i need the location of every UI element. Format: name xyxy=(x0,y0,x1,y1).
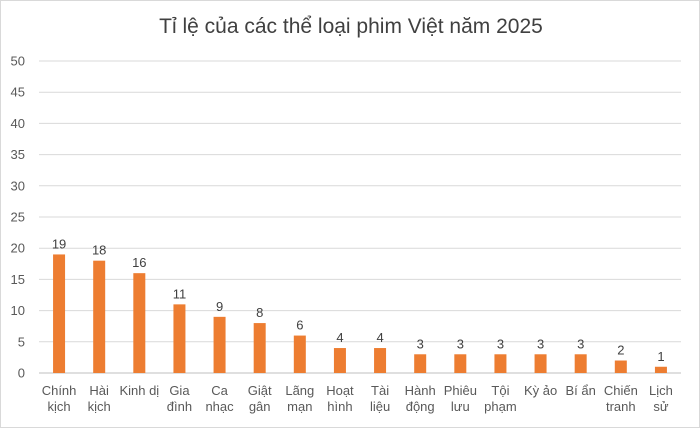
bar xyxy=(374,348,387,373)
x-tick-label: Bí ẩn xyxy=(566,383,596,398)
x-tick-label-line: kịch xyxy=(48,399,71,414)
x-tick-label-line: Tài xyxy=(371,383,389,398)
x-tick-label-line: Chiến xyxy=(604,383,638,398)
data-label: 11 xyxy=(173,286,187,301)
y-tick-label: 30 xyxy=(11,178,25,193)
x-tick-label-line: Lịch xyxy=(649,383,673,398)
data-label: 4 xyxy=(376,330,383,345)
gridlines xyxy=(39,60,681,374)
x-tick-label-line: Giật xyxy=(248,383,272,398)
y-tick-label: 5 xyxy=(18,334,25,349)
y-tick-label: 45 xyxy=(11,85,25,100)
x-tick-label-line: Chính xyxy=(42,383,77,398)
x-tick-label-line: liệu xyxy=(370,399,390,414)
x-tick-label-line: kịch xyxy=(88,399,111,414)
x-tick-label-line: sử xyxy=(653,399,669,414)
chart-title: Tỉ lệ của các thể loại phim Việt năm 202… xyxy=(159,15,543,38)
x-tick-label-line: Hài xyxy=(89,383,109,398)
data-label: 6 xyxy=(296,318,303,333)
data-label: 2 xyxy=(617,343,624,358)
data-labels: 19 18 16 11 9 8 6 4 4 3 3 3 3 3 2 1 xyxy=(52,236,665,363)
x-tick-label-line: tranh xyxy=(606,399,636,414)
x-tick-label-line: Ca xyxy=(211,383,228,398)
bar xyxy=(654,366,667,373)
data-label: 18 xyxy=(92,243,106,258)
x-tick-label-line: Gia xyxy=(169,383,190,398)
data-label: 16 xyxy=(132,255,146,270)
y-axis: 0 5 10 15 20 25 30 35 40 45 50 xyxy=(11,54,25,381)
y-tick-label: 15 xyxy=(11,272,25,287)
y-tick-label: 35 xyxy=(11,147,25,162)
x-tick-label-line: Kinh dị xyxy=(119,383,159,398)
data-label: 9 xyxy=(216,299,223,314)
data-label: 3 xyxy=(577,336,584,351)
data-label: 1 xyxy=(657,349,664,364)
data-label: 19 xyxy=(52,236,66,251)
x-tick-label-line: lưu xyxy=(451,399,470,414)
y-tick-label: 10 xyxy=(11,303,25,318)
data-label: 3 xyxy=(457,336,464,351)
x-tick-label-line: mạn xyxy=(287,399,312,414)
data-label: 3 xyxy=(497,336,504,351)
bar xyxy=(213,316,226,373)
x-tick-label-line: Tội xyxy=(491,383,509,398)
data-label: 3 xyxy=(537,336,544,351)
data-label: 4 xyxy=(336,330,343,345)
bar xyxy=(253,323,266,373)
y-tick-label: 25 xyxy=(11,210,25,225)
bar xyxy=(574,354,587,373)
x-tick-label-line: Phiêu xyxy=(444,383,477,398)
bar xyxy=(534,354,547,373)
x-tick-label-line: phạm xyxy=(484,399,517,414)
x-tick-label-line: nhạc xyxy=(205,399,234,414)
bars xyxy=(53,254,667,373)
y-tick-label: 0 xyxy=(18,366,25,381)
x-tick-label-line: Lãng xyxy=(285,383,314,398)
x-tick-label-line: gân xyxy=(249,399,271,414)
x-tick-label-line: đình xyxy=(167,399,192,414)
bar xyxy=(614,360,627,373)
x-tick-label: Kinh dị xyxy=(119,383,159,398)
x-tick-label-line: Bí ẩn xyxy=(566,383,596,398)
data-label: 3 xyxy=(417,336,424,351)
x-tick-label-line: Hành xyxy=(405,383,436,398)
y-tick-label: 40 xyxy=(11,116,25,131)
x-tick-label-line: động xyxy=(406,399,435,414)
bar xyxy=(93,260,106,373)
bar xyxy=(333,348,346,373)
x-tick-label-line: hình xyxy=(327,399,352,414)
data-label: 8 xyxy=(256,305,263,320)
bar xyxy=(494,354,507,373)
bar xyxy=(53,254,66,373)
bar xyxy=(173,304,186,373)
y-tick-label: 50 xyxy=(11,54,25,69)
x-tick-label-line: Kỳ ảo xyxy=(524,383,557,398)
bar xyxy=(454,354,467,373)
bar xyxy=(293,335,306,373)
bar xyxy=(133,273,146,373)
x-tick-label-line: Hoạt xyxy=(326,383,354,398)
bar xyxy=(414,354,427,373)
x-tick-label: Kỳ ảo xyxy=(524,383,557,398)
y-tick-label: 20 xyxy=(11,241,25,256)
